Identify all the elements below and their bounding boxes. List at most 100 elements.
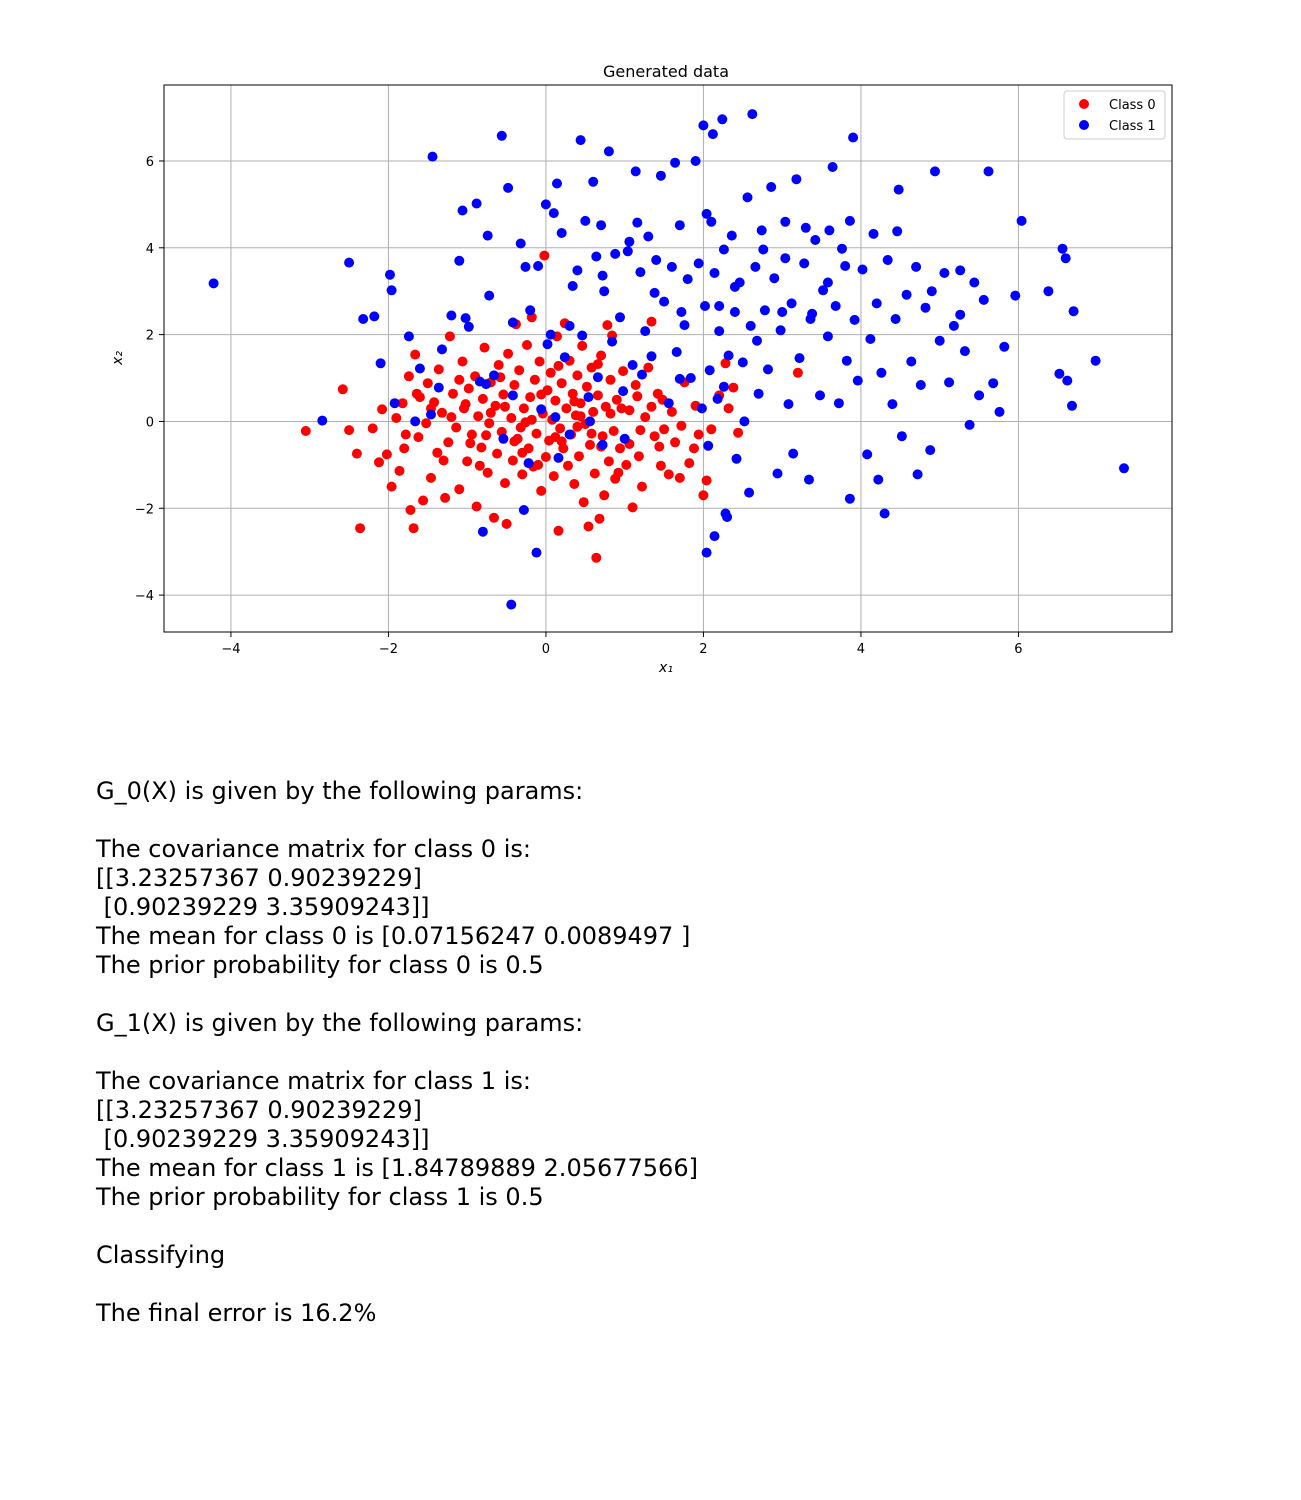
data-point-class-1 xyxy=(788,448,799,459)
data-point-class-0 xyxy=(608,426,619,436)
data-point-class-0 xyxy=(569,479,580,489)
data-point-class-1 xyxy=(482,230,493,241)
data-point-class-0 xyxy=(507,455,518,466)
data-point-class-1 xyxy=(815,390,825,401)
data-point-class-1 xyxy=(635,267,646,278)
data-point-class-0 xyxy=(498,389,509,400)
data-point-class-0 xyxy=(663,469,674,480)
data-point-class-0 xyxy=(482,467,493,478)
legend-marker-class-1 xyxy=(1079,120,1089,130)
data-point-class-1 xyxy=(753,388,764,399)
data-point-class-1 xyxy=(506,599,517,610)
data-point-class-1 xyxy=(615,312,625,323)
data-point-class-1 xyxy=(649,287,660,298)
data-point-class-1 xyxy=(622,246,633,257)
data-point-class-0 xyxy=(501,518,512,529)
data-point-class-0 xyxy=(503,348,514,359)
data-point-class-0 xyxy=(471,501,482,512)
data-point-class-1 xyxy=(700,301,710,311)
data-point-class-1 xyxy=(533,261,544,271)
data-point-class-1 xyxy=(670,157,681,168)
x-tick-label: 6 xyxy=(1014,642,1022,657)
data-point-class-0 xyxy=(666,406,677,417)
output-line: G_0(X) is given by the following params: xyxy=(96,777,584,805)
data-point-class-1 xyxy=(701,208,712,219)
data-point-class-0 xyxy=(457,356,468,367)
data-point-class-1 xyxy=(597,270,608,281)
output-line xyxy=(96,1270,698,1299)
data-point-class-1 xyxy=(410,416,421,427)
data-point-class-1 xyxy=(389,398,400,409)
data-point-class-1 xyxy=(718,244,729,255)
data-point-class-0 xyxy=(574,451,584,462)
output-line: G_1(X) is given by the following params: xyxy=(96,1009,584,1037)
data-point-class-0 xyxy=(556,436,567,447)
data-point-class-1 xyxy=(515,238,526,249)
legend-marker-class-0 xyxy=(1079,99,1089,109)
data-point-class-0 xyxy=(410,349,421,360)
data-point-class-1 xyxy=(627,360,638,370)
data-point-class-0 xyxy=(643,362,654,373)
data-point-class-0 xyxy=(525,392,536,403)
data-point-class-1 xyxy=(523,458,534,469)
data-point-class-1 xyxy=(385,269,395,280)
data-point-class-1 xyxy=(969,277,980,288)
data-point-class-0 xyxy=(627,502,638,513)
data-point-class-0 xyxy=(413,432,424,443)
data-point-class-0 xyxy=(659,424,670,435)
data-point-class-1 xyxy=(457,205,468,216)
data-point-class-1 xyxy=(712,393,723,404)
data-point-class-0 xyxy=(529,374,540,385)
data-point-class-1 xyxy=(632,217,643,228)
data-point-class-1 xyxy=(577,330,588,341)
data-point-class-0 xyxy=(553,525,564,536)
data-point-class-1 xyxy=(848,132,859,143)
data-point-class-0 xyxy=(592,390,603,401)
data-point-class-1 xyxy=(403,331,414,342)
data-point-class-1 xyxy=(489,370,499,381)
x-axis-label: x₁ xyxy=(658,660,673,676)
data-point-class-1 xyxy=(1067,400,1077,411)
data-point-class-1 xyxy=(925,445,936,456)
data-point-class-0 xyxy=(583,521,594,532)
data-point-class-0 xyxy=(589,468,600,479)
data-point-class-0 xyxy=(443,437,454,448)
data-point-class-1 xyxy=(564,429,575,440)
data-point-class-1 xyxy=(974,390,985,401)
data-point-class-0 xyxy=(646,316,657,327)
console-output: G_0(X) is given by the following params:… xyxy=(96,777,698,1328)
data-point-class-0 xyxy=(426,472,436,483)
data-point-class-0 xyxy=(635,425,646,436)
data-point-class-1 xyxy=(552,178,562,189)
data-point-class-0 xyxy=(720,358,731,369)
data-point-class-0 xyxy=(463,383,474,394)
output-line: The prior probability for class 1 is 0.5 xyxy=(96,1183,544,1211)
data-point-class-1 xyxy=(742,192,753,203)
data-point-class-1 xyxy=(358,314,369,324)
data-point-class-1 xyxy=(810,235,821,245)
data-point-class-1 xyxy=(882,255,893,265)
data-point-class-1 xyxy=(731,453,742,464)
data-point-class-1 xyxy=(575,135,586,146)
data-point-class-0 xyxy=(506,413,517,423)
output-line xyxy=(96,980,698,1009)
data-point-class-1 xyxy=(747,109,758,120)
data-point-class-0 xyxy=(646,401,657,412)
data-point-class-0 xyxy=(374,457,384,468)
data-point-class-1 xyxy=(840,261,851,271)
data-point-class-1 xyxy=(800,222,811,233)
data-point-class-1 xyxy=(646,351,657,362)
data-point-class-1 xyxy=(696,403,707,414)
data-point-class-1 xyxy=(865,334,876,344)
data-point-class-1 xyxy=(618,386,629,397)
data-point-class-0 xyxy=(728,382,739,393)
data-point-class-0 xyxy=(581,381,592,392)
data-point-class-1 xyxy=(709,531,720,542)
data-point-class-1 xyxy=(1010,290,1021,301)
data-point-class-1 xyxy=(830,301,841,311)
data-point-class-1 xyxy=(542,339,553,350)
data-point-class-0 xyxy=(556,378,567,389)
data-point-class-0 xyxy=(448,388,458,399)
data-point-class-0 xyxy=(403,371,414,382)
data-point-class-0 xyxy=(477,393,488,404)
